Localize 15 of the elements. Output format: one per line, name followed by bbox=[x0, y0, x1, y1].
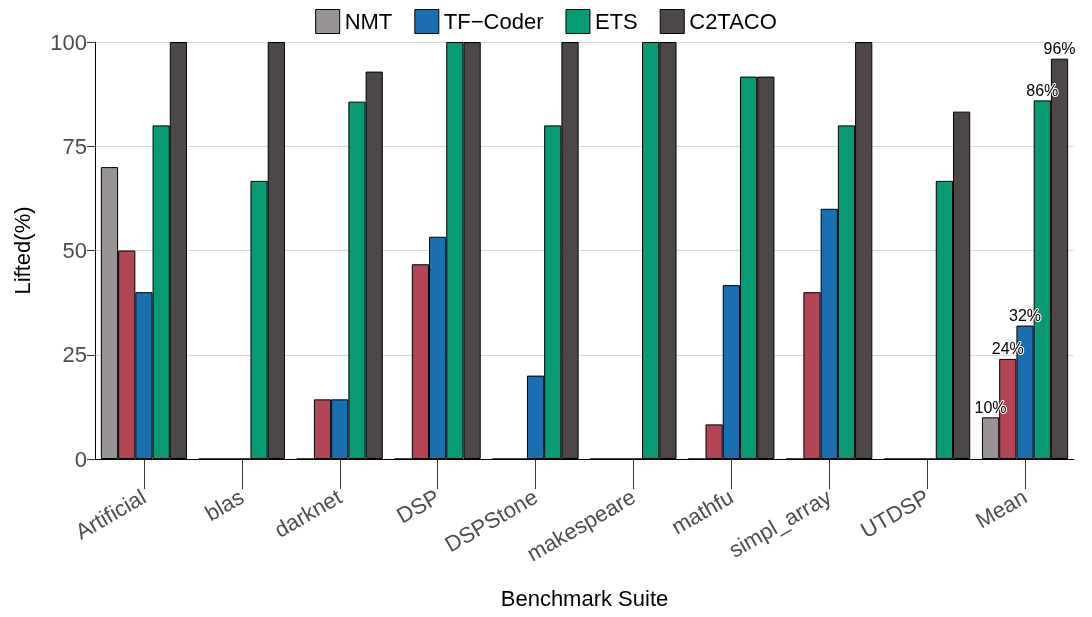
y-axis-title: Lifted(%) bbox=[9, 206, 35, 295]
x-tick-label: Mean bbox=[971, 484, 1032, 534]
legend-label: ETS bbox=[594, 9, 638, 34]
x-tick-label: DSP bbox=[392, 484, 444, 529]
legend-label: C2TACO bbox=[689, 9, 777, 34]
x-tick-label: blas bbox=[200, 484, 249, 526]
y-tick-label: 0 bbox=[74, 446, 87, 472]
y-tick-label: 100 bbox=[50, 29, 87, 55]
y-tick-label: 50 bbox=[62, 238, 87, 263]
legend-label: NMT bbox=[344, 9, 393, 34]
data-label: 96% bbox=[1043, 40, 1076, 58]
y-tick-label: 75 bbox=[62, 133, 87, 159]
x-axis-title: Benchmark Suite bbox=[500, 585, 669, 611]
legend-label: TF−Coder bbox=[443, 9, 544, 34]
y-tick-label: 25 bbox=[62, 342, 87, 368]
